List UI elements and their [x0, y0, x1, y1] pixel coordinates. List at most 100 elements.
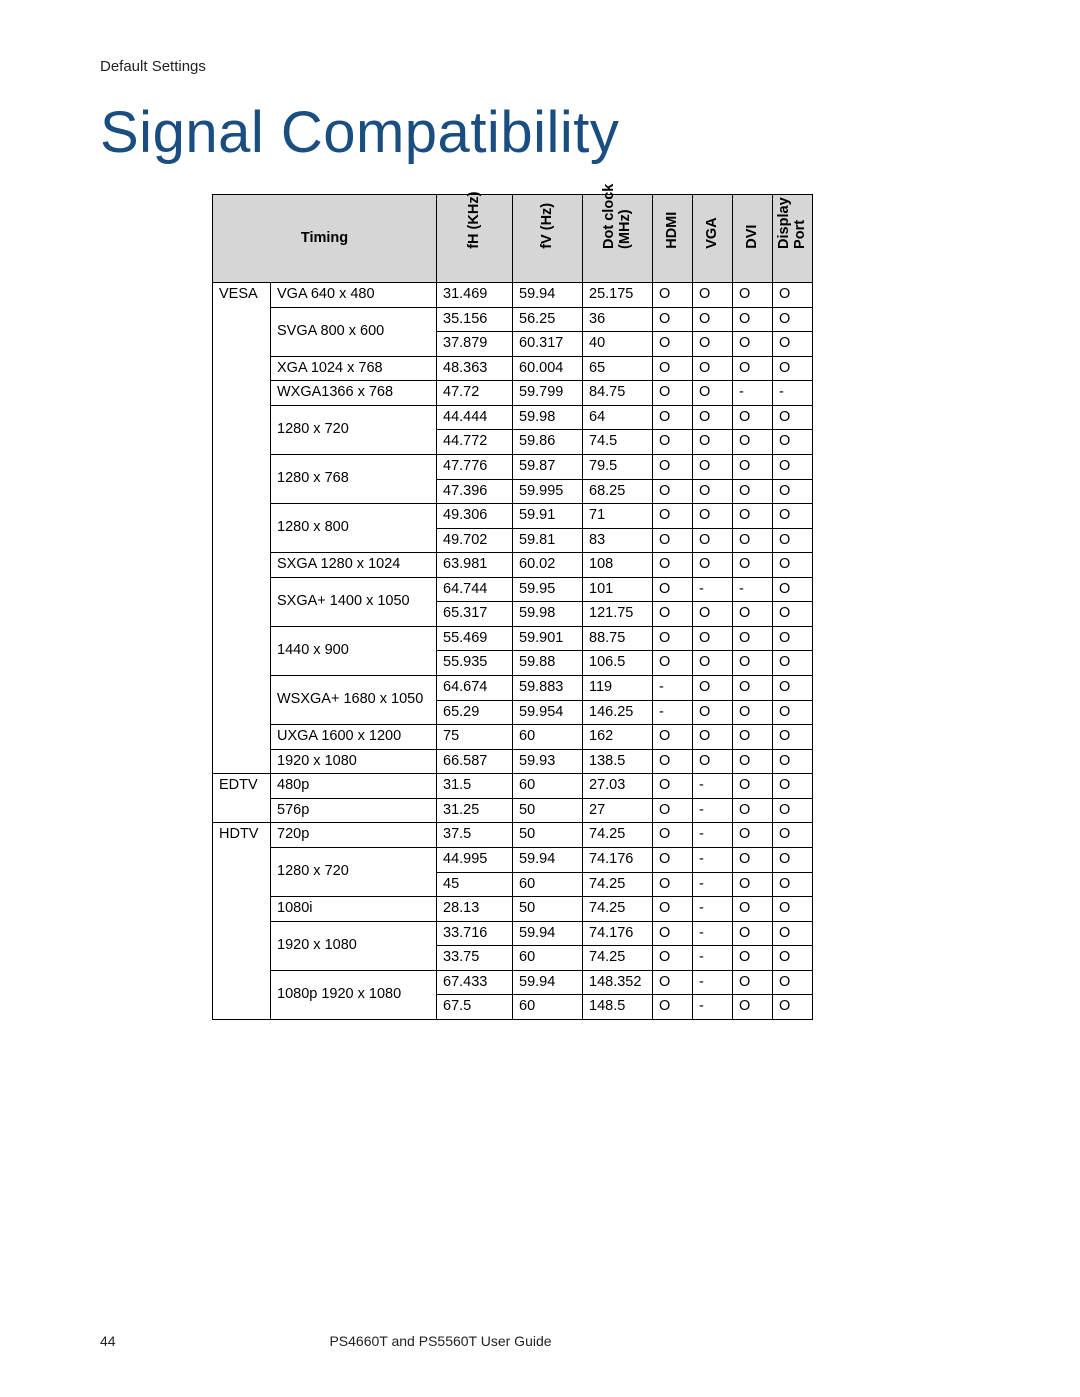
cell-category: EDTV — [213, 774, 271, 823]
cell-resolution: 1440 x 900 — [271, 626, 437, 675]
cell-fh: 47.776 — [437, 454, 513, 479]
cell-fh: 64.674 — [437, 676, 513, 701]
cell-fh: 37.879 — [437, 332, 513, 357]
cell-dvi: O — [733, 798, 773, 823]
cell-dotclock: 74.25 — [583, 823, 653, 848]
cell-dp: O — [773, 528, 813, 553]
page-number: 44 — [100, 1333, 116, 1349]
cell-dvi: O — [733, 651, 773, 676]
cell-resolution: 1280 x 800 — [271, 504, 437, 553]
signal-compatibility-table: Timing fH (KHz) fV (Hz) Dot clock(MHz) H… — [212, 194, 813, 1020]
cell-vga: O — [693, 356, 733, 381]
cell-fh: 49.702 — [437, 528, 513, 553]
table-row: WXGA1366 x 76847.7259.79984.75OO-- — [213, 381, 813, 406]
cell-dvi: O — [733, 430, 773, 455]
cell-hdmi: O — [653, 405, 693, 430]
table-row: UXGA 1600 x 12007560162OOOO — [213, 725, 813, 750]
cell-hdmi: O — [653, 430, 693, 455]
cell-vga: O — [693, 381, 733, 406]
cell-dotclock: 36 — [583, 307, 653, 332]
cell-vga: - — [693, 774, 733, 799]
cell-dotclock: 119 — [583, 676, 653, 701]
cell-vga: - — [693, 798, 733, 823]
cell-fh: 55.469 — [437, 626, 513, 651]
cell-vga: O — [693, 454, 733, 479]
cell-dp: O — [773, 454, 813, 479]
table-row: SVGA 800 x 60035.15656.2536OOOO — [213, 307, 813, 332]
dp-l1: Display — [776, 197, 792, 249]
table-row: 1440 x 90055.46959.90188.75OOOO — [213, 626, 813, 651]
cell-fv: 59.995 — [513, 479, 583, 504]
cell-vga: O — [693, 307, 733, 332]
page-title: Signal Compatibility — [100, 99, 980, 166]
cell-hdmi: O — [653, 283, 693, 308]
cell-vga: - — [693, 577, 733, 602]
table-row: SXGA+ 1400 x 105064.74459.95101O--O — [213, 577, 813, 602]
cell-dp: O — [773, 774, 813, 799]
cell-hdmi: O — [653, 381, 693, 406]
cell-dvi: O — [733, 504, 773, 529]
cell-dp: O — [773, 307, 813, 332]
cell-fv: 60.004 — [513, 356, 583, 381]
cell-hdmi: O — [653, 332, 693, 357]
cell-dvi: O — [733, 847, 773, 872]
cell-resolution: XGA 1024 x 768 — [271, 356, 437, 381]
cell-dotclock: 64 — [583, 405, 653, 430]
cell-dvi: O — [733, 970, 773, 995]
cell-dp: O — [773, 479, 813, 504]
cell-dotclock: 68.25 — [583, 479, 653, 504]
cell-vga: O — [693, 651, 733, 676]
col-timing: Timing — [213, 195, 437, 283]
cell-dotclock: 65 — [583, 356, 653, 381]
cell-fv: 59.94 — [513, 970, 583, 995]
cell-fv: 59.98 — [513, 405, 583, 430]
dotclock-l2: (MHz) — [617, 209, 633, 248]
table-row: WSXGA+ 1680 x 105064.67459.883119-OOO — [213, 676, 813, 701]
cell-hdmi: O — [653, 798, 693, 823]
cell-fh: 44.444 — [437, 405, 513, 430]
col-dvi: DVI — [733, 195, 773, 283]
cell-dp: O — [773, 847, 813, 872]
cell-resolution: 1920 x 1080 — [271, 921, 437, 970]
cell-dp: O — [773, 995, 813, 1020]
cell-fh: 47.396 — [437, 479, 513, 504]
cell-fh: 37.5 — [437, 823, 513, 848]
cell-dp: O — [773, 504, 813, 529]
cell-dotclock: 40 — [583, 332, 653, 357]
cell-resolution: SXGA+ 1400 x 1050 — [271, 577, 437, 626]
table-header-row: Timing fH (KHz) fV (Hz) Dot clock(MHz) H… — [213, 195, 813, 283]
cell-dotclock: 88.75 — [583, 626, 653, 651]
cell-category: VESA — [213, 283, 271, 774]
cell-dotclock: 84.75 — [583, 381, 653, 406]
cell-resolution: 1080i — [271, 897, 437, 922]
cell-hdmi: O — [653, 823, 693, 848]
cell-vga: - — [693, 897, 733, 922]
cell-dp: O — [773, 602, 813, 627]
cell-dp: O — [773, 577, 813, 602]
cell-dp: O — [773, 921, 813, 946]
cell-fv: 59.98 — [513, 602, 583, 627]
cell-hdmi: O — [653, 897, 693, 922]
cell-dvi: O — [733, 602, 773, 627]
cell-fh: 49.306 — [437, 504, 513, 529]
cell-hdmi: O — [653, 872, 693, 897]
col-dp: DisplayPort — [773, 195, 813, 283]
table-row: 1280 x 80049.30659.9171OOOO — [213, 504, 813, 529]
col-vga: VGA — [693, 195, 733, 283]
cell-dvi: - — [733, 381, 773, 406]
table-row: 576p31.255027O-OO — [213, 798, 813, 823]
table-row: SXGA 1280 x 102463.98160.02108OOOO — [213, 553, 813, 578]
cell-fh: 28.13 — [437, 897, 513, 922]
cell-resolution: 720p — [271, 823, 437, 848]
cell-fv: 59.883 — [513, 676, 583, 701]
table-row: HDTV720p37.55074.25O-OO — [213, 823, 813, 848]
cell-vga: - — [693, 970, 733, 995]
cell-vga: - — [693, 921, 733, 946]
cell-hdmi: O — [653, 946, 693, 971]
cell-dotclock: 106.5 — [583, 651, 653, 676]
cell-fh: 48.363 — [437, 356, 513, 381]
cell-fv: 60.317 — [513, 332, 583, 357]
cell-fh: 67.433 — [437, 970, 513, 995]
cell-resolution: 576p — [271, 798, 437, 823]
cell-fh: 65.29 — [437, 700, 513, 725]
